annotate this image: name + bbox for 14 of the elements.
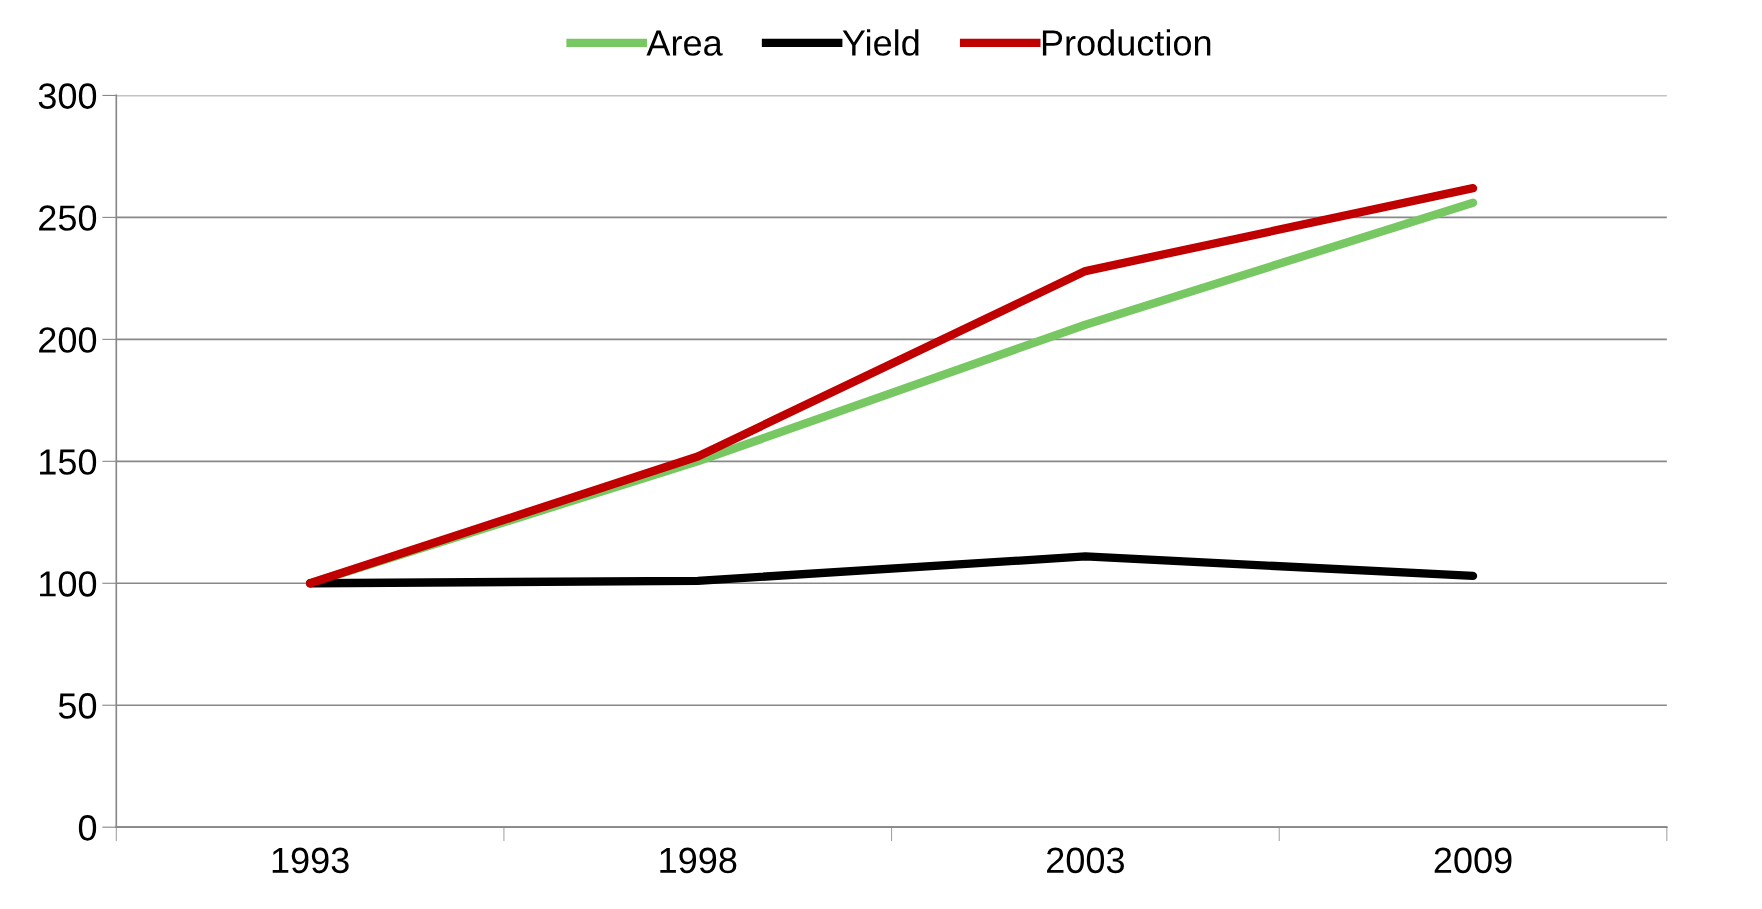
- y-tick-label: 0: [78, 815, 97, 841]
- legend-label: Area: [646, 30, 723, 56]
- legend-label: Production: [1042, 29, 1211, 56]
- y-tick-label: 250: [39, 205, 97, 231]
- y-tick-label: 200: [39, 327, 97, 353]
- y-tick-label: 150: [40, 449, 97, 475]
- y-tick-label: 50: [58, 693, 97, 719]
- x-tick-label: 2003: [1047, 847, 1124, 874]
- y-tick-label: 100: [40, 571, 97, 597]
- y-tick-label: 300: [38, 83, 97, 109]
- legend-label: Yield: [842, 29, 919, 56]
- x-tick-label: 1998: [660, 847, 737, 874]
- x-tick-label: 1993: [272, 847, 349, 874]
- x-tick-label: 2009: [1434, 847, 1512, 874]
